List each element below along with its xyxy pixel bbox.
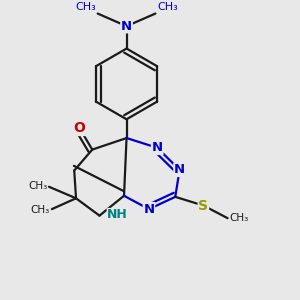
Text: S: S <box>198 199 208 212</box>
Text: CH₃: CH₃ <box>230 213 249 223</box>
Text: CH₃: CH₃ <box>31 205 50 215</box>
Text: N: N <box>152 141 163 154</box>
Text: N: N <box>143 202 155 216</box>
Text: CH₃: CH₃ <box>157 2 178 12</box>
Text: NH: NH <box>107 208 128 221</box>
Text: N: N <box>121 20 132 33</box>
Text: N: N <box>174 163 185 176</box>
Text: CH₃: CH₃ <box>75 2 96 12</box>
Text: O: O <box>74 121 85 135</box>
Text: CH₃: CH₃ <box>28 181 47 191</box>
